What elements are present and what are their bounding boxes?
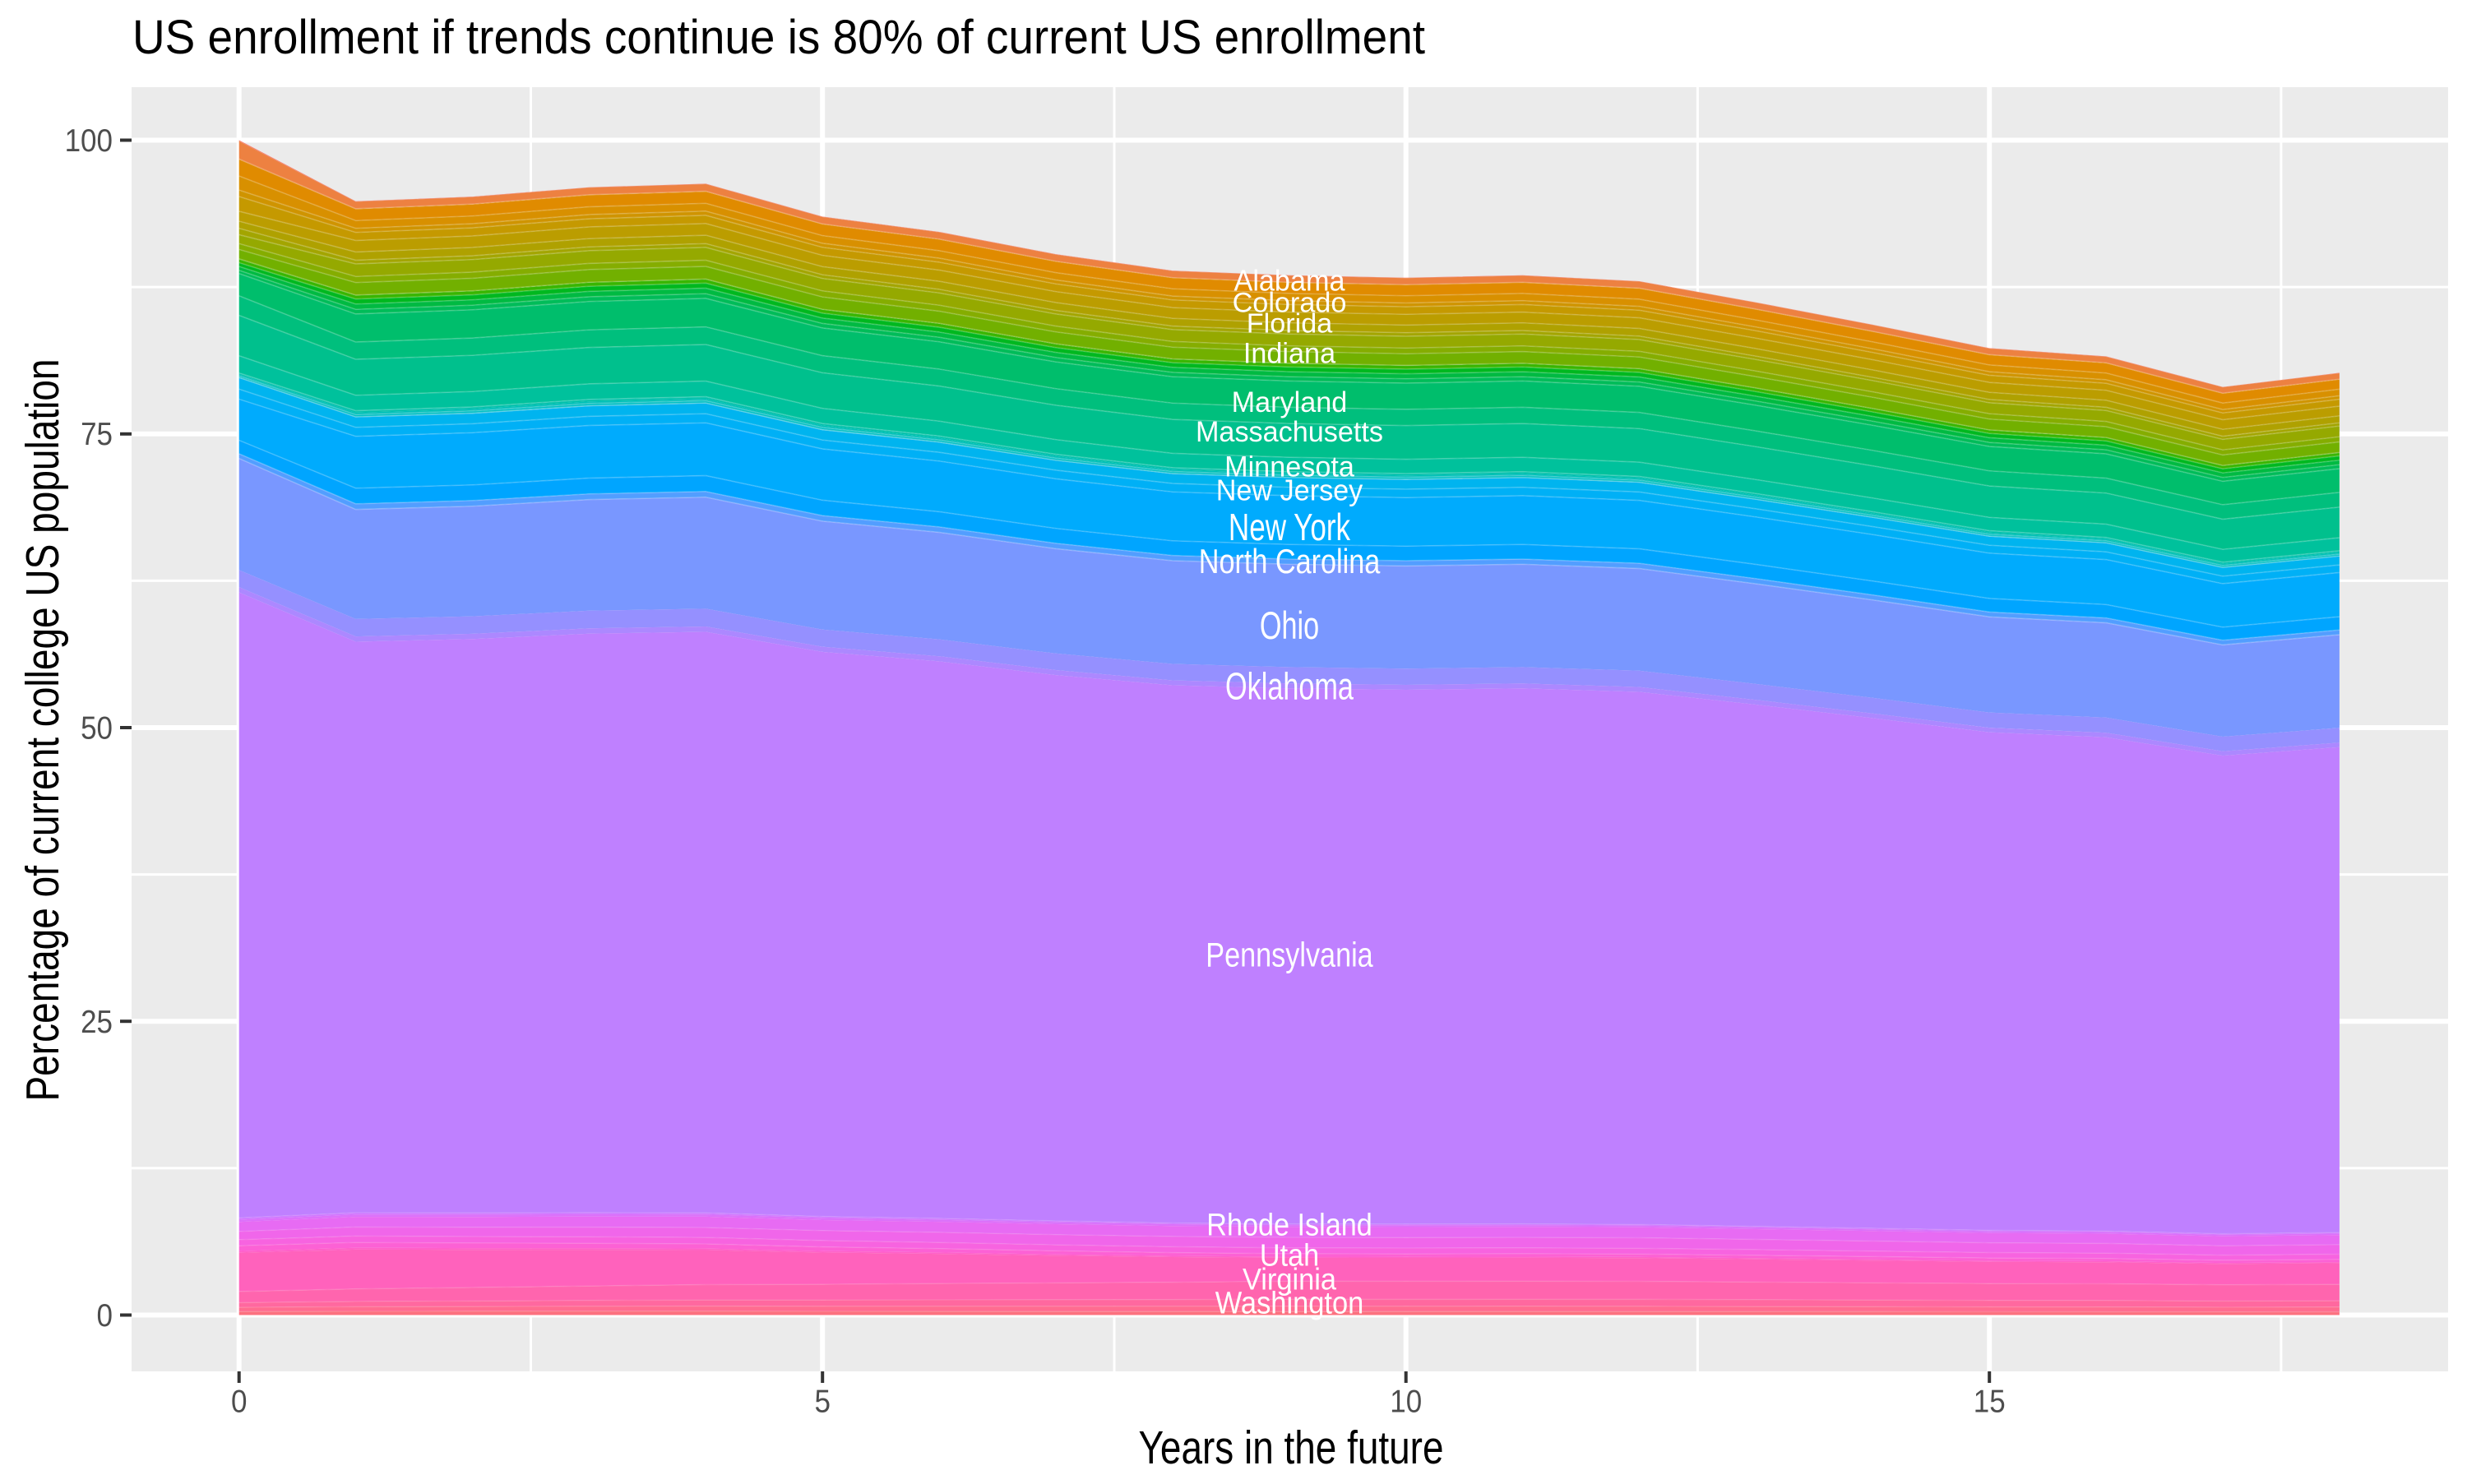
svg-text:0: 0 [97,1298,113,1334]
svg-text:Minnesota: Minnesota [1224,451,1354,483]
svg-text:Rhode Island: Rhode Island [1206,1209,1372,1243]
svg-text:Massachusetts: Massachusetts [1196,416,1383,448]
svg-text:Virginia: Virginia [1243,1263,1336,1297]
svg-text:0: 0 [231,1385,248,1420]
svg-text:Colorado: Colorado [1233,287,1347,318]
svg-text:North Carolina: North Carolina [1199,542,1381,580]
svg-text:Years in the future: Years in the future [1139,1422,1444,1474]
svg-text:New Jersey: New Jersey [1216,474,1363,507]
svg-text:Pennsylvania: Pennsylvania [1206,935,1373,973]
svg-text:10: 10 [1390,1385,1422,1420]
svg-text:Ohio: Ohio [1260,603,1319,647]
svg-text:Florida: Florida [1247,307,1333,338]
svg-text:Alabama: Alabama [1234,264,1346,298]
svg-text:Percentage of current college: Percentage of current college US populat… [16,358,68,1101]
svg-text:Maryland: Maryland [1232,386,1348,418]
svg-text:100: 100 [65,123,113,159]
svg-text:US enrollment if trends contin: US enrollment if trends continue is 80% … [132,11,1425,64]
svg-text:Washington: Washington [1215,1286,1364,1320]
svg-text:Oklahoma: Oklahoma [1225,665,1354,708]
svg-text:75: 75 [81,417,113,452]
svg-text:New York: New York [1229,506,1351,548]
svg-text:Utah: Utah [1260,1239,1319,1274]
svg-text:25: 25 [81,1005,113,1040]
svg-text:50: 50 [81,711,113,747]
svg-text:15: 15 [1974,1385,2006,1420]
svg-text:Indiana: Indiana [1243,338,1336,370]
svg-text:5: 5 [814,1385,831,1420]
